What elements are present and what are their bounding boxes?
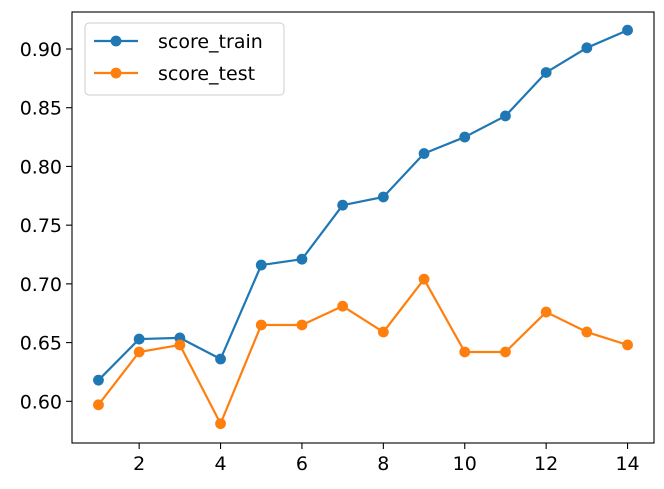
- data-point-score_train-6: [296, 253, 308, 265]
- legend-label-score_train: score_train: [158, 31, 263, 53]
- data-point-score_train-8: [377, 191, 389, 203]
- y-tick-label-0.60: 0.60: [20, 391, 62, 413]
- legend-marker-score_test: [110, 67, 122, 79]
- axes-frame: [71, 11, 655, 444]
- series-line-score_test: [97, 278, 628, 425]
- x-tick-label-6: 6: [296, 453, 308, 475]
- data-point-score_train-1: [93, 374, 104, 386]
- y-tick-label-0.65: 0.65: [20, 333, 62, 355]
- data-point-score_test-8: [377, 326, 389, 338]
- x-tick-label-4: 4: [215, 453, 227, 475]
- data-point-score_test-7: [337, 300, 349, 312]
- legend-entry-score_test: score_test: [94, 63, 255, 85]
- y-tick-label-0.90: 0.90: [20, 39, 62, 61]
- series-line-score_train: [97, 29, 628, 381]
- legend-entry-score_train: score_train: [94, 31, 263, 53]
- x-tick-label-8: 8: [377, 453, 389, 475]
- data-point-score_test-3: [174, 339, 186, 351]
- data-point-score_test-5: [255, 319, 267, 331]
- data-point-score_train-11: [500, 110, 511, 122]
- data-point-score_test-10: [459, 346, 471, 358]
- data-point-score_test-12: [540, 306, 552, 318]
- y-tick-label-0.75: 0.75: [20, 215, 62, 237]
- data-point-score_train-9: [418, 148, 430, 159]
- series-score_test: [93, 273, 633, 430]
- data-point-score_train-2: [133, 333, 145, 345]
- data-point-score_test-2: [133, 346, 145, 358]
- y-tick-label-0.70: 0.70: [20, 274, 62, 296]
- data-point-score_train-12: [540, 67, 552, 78]
- axes: 2 4 6 8 10 12 14 0.60 0.65 0.70 0.75 0.80 0.85 0.90: [20, 11, 655, 475]
- plot-area: [93, 24, 633, 430]
- data-point-score_test-13: [581, 326, 593, 338]
- data-point-score_test-4: [215, 418, 226, 430]
- data-point-score_train-5: [255, 259, 267, 271]
- legend: score_train score_test: [84, 22, 285, 96]
- data-point-score_train-13: [581, 42, 593, 54]
- data-point-score_train-4: [215, 353, 226, 365]
- legend-label-score_test: score_test: [158, 63, 255, 85]
- data-point-score_test-14: [622, 339, 633, 351]
- data-point-score_test-6: [296, 319, 308, 331]
- x-tick-label-10: 10: [453, 453, 477, 475]
- series-score_train: [93, 24, 633, 386]
- data-point-score_train-10: [459, 131, 471, 143]
- legend-marker-score_train: [110, 35, 122, 47]
- x-tick-label-2: 2: [133, 453, 145, 475]
- data-point-score_train-14: [622, 24, 633, 36]
- data-point-score_test-1: [93, 399, 104, 411]
- data-point-score_train-7: [337, 199, 349, 211]
- data-point-score_test-9: [418, 273, 430, 285]
- x-tick-label-12: 12: [534, 453, 558, 475]
- data-point-score_test-11: [500, 346, 511, 358]
- x-tick-label-14: 14: [615, 453, 639, 475]
- y-tick-label-0.80: 0.80: [20, 156, 62, 178]
- y-tick-label-0.85: 0.85: [20, 98, 62, 120]
